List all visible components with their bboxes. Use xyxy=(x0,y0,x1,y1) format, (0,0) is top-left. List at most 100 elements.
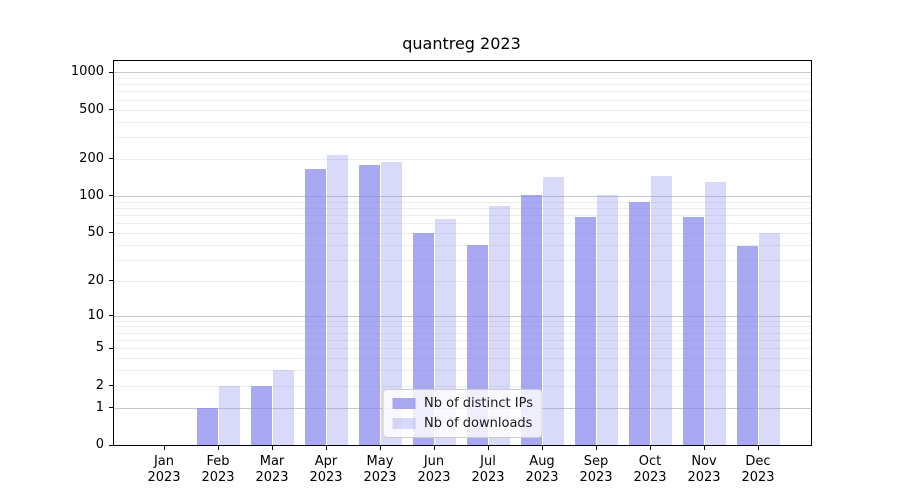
bar-downloads xyxy=(704,182,726,445)
bar-distinct-ips xyxy=(682,217,704,445)
minor-gridline xyxy=(114,370,811,372)
minor-gridline xyxy=(114,259,811,261)
minor-gridline xyxy=(114,358,811,360)
y-tick-label: 50 xyxy=(87,224,104,240)
chart-title: quantreg 2023 xyxy=(402,34,521,53)
y-tick-mark xyxy=(109,195,114,197)
minor-gridline xyxy=(114,137,811,138)
x-tick-label: Sep 2023 xyxy=(579,454,613,485)
x-tick-mark xyxy=(272,445,273,450)
y-tick-label: 20 xyxy=(87,272,104,288)
minor-gridline xyxy=(114,201,811,203)
x-tick-label: Jun 2023 xyxy=(417,454,451,485)
minor-gridline xyxy=(114,91,811,93)
bar-downloads xyxy=(272,370,294,445)
minor-gridline xyxy=(114,280,811,282)
x-tick-label: Feb 2023 xyxy=(201,454,235,485)
minor-gridline xyxy=(114,348,811,350)
legend-item-distinct-ips: Nb of distinct IPs xyxy=(392,396,533,411)
x-tick-mark xyxy=(758,445,759,450)
y-tick-mark xyxy=(109,280,114,282)
bar-downloads xyxy=(596,195,618,445)
y-tick-label: 0 xyxy=(95,437,104,452)
major-gridline xyxy=(114,315,811,317)
x-tick-mark xyxy=(650,445,651,450)
y-tick-label: 1000 xyxy=(70,64,104,80)
x-tick-mark xyxy=(164,445,165,450)
x-tick-mark xyxy=(596,445,597,450)
bar-downloads xyxy=(434,218,456,445)
x-tick-label: Dec 2023 xyxy=(741,454,775,485)
bar-downloads xyxy=(542,176,564,445)
minor-gridline xyxy=(114,340,811,341)
plot-area: Nb of distinct IPs Nb of downloads 0 1 2 5 1… xyxy=(71,60,812,485)
bar-downloads xyxy=(380,162,402,445)
minor-gridline xyxy=(114,320,811,322)
x-tick-label: May 2023 xyxy=(363,454,397,485)
minor-gridline xyxy=(114,223,811,225)
minor-gridline xyxy=(114,326,811,328)
x-tick-mark xyxy=(380,445,381,450)
y-tick-mark xyxy=(109,158,114,160)
bar-downloads xyxy=(650,176,672,445)
minor-gridline xyxy=(114,207,811,209)
x-tick-label: Mar 2023 xyxy=(255,454,289,485)
bar-distinct-ips xyxy=(358,164,380,445)
minor-gridline xyxy=(114,244,811,246)
x-tick-label: Aug 2023 xyxy=(525,454,559,485)
minor-gridline xyxy=(114,232,811,234)
y-tick-label: 1 xyxy=(95,399,104,415)
legend-label-distinct-ips: Nb of distinct IPs xyxy=(424,396,533,411)
x-tick-mark xyxy=(218,445,219,450)
y-tick-mark xyxy=(109,385,114,387)
minor-gridline xyxy=(114,332,811,334)
x-tick-mark xyxy=(326,445,327,450)
minor-gridline xyxy=(114,385,811,387)
x-tick-mark xyxy=(488,445,489,450)
x-tick-mark xyxy=(542,445,543,450)
legend-label-downloads: Nb of downloads xyxy=(424,416,533,431)
bar-distinct-ips xyxy=(736,245,758,445)
bar-downloads xyxy=(218,385,240,445)
legend-item-downloads: Nb of downloads xyxy=(392,416,533,431)
legend-swatch-downloads xyxy=(392,418,416,429)
minor-gridline xyxy=(114,215,811,216)
minor-gridline xyxy=(114,109,811,111)
bar-downloads xyxy=(326,155,348,445)
x-tick-label: Nov 2023 xyxy=(687,454,721,485)
bar-distinct-ips xyxy=(304,168,326,445)
bar-distinct-ips xyxy=(520,194,542,445)
y-tick-mark xyxy=(109,444,114,446)
bar-downloads xyxy=(488,205,510,445)
x-tick-label: Jan 2023 xyxy=(147,454,181,485)
bar-distinct-ips xyxy=(196,407,218,445)
x-tick-label: Oct 2023 xyxy=(633,454,667,485)
x-tick-label: Apr 2023 xyxy=(309,454,343,485)
minor-gridline xyxy=(114,84,811,86)
legend-swatch-distinct-ips xyxy=(392,398,416,409)
minor-gridline xyxy=(114,121,811,123)
bar-distinct-ips xyxy=(250,385,272,445)
y-tick-label: 100 xyxy=(79,187,104,203)
y-tick-mark xyxy=(109,232,114,234)
x-tick-label: Jul 2023 xyxy=(471,454,505,485)
y-tick-label: 10 xyxy=(87,307,104,323)
bar-distinct-ips xyxy=(628,202,650,445)
y-tick-mark xyxy=(109,315,114,317)
major-gridline xyxy=(114,195,811,197)
y-tick-mark xyxy=(109,109,114,110)
y-tick-label: 500 xyxy=(79,101,104,117)
minor-gridline xyxy=(114,158,811,160)
y-tick-label: 5 xyxy=(95,340,104,356)
y-tick-mark xyxy=(109,347,114,349)
y-tick-mark xyxy=(109,71,114,73)
major-gridline xyxy=(114,72,811,74)
minor-gridline xyxy=(114,77,811,79)
bar-distinct-ips xyxy=(574,216,596,445)
y-tick-mark xyxy=(109,407,114,409)
legend: Nb of distinct IPs Nb of downloads xyxy=(382,389,543,438)
y-tick-label: 2 xyxy=(95,377,104,393)
minor-gridline xyxy=(114,99,811,101)
x-tick-mark xyxy=(704,445,705,450)
